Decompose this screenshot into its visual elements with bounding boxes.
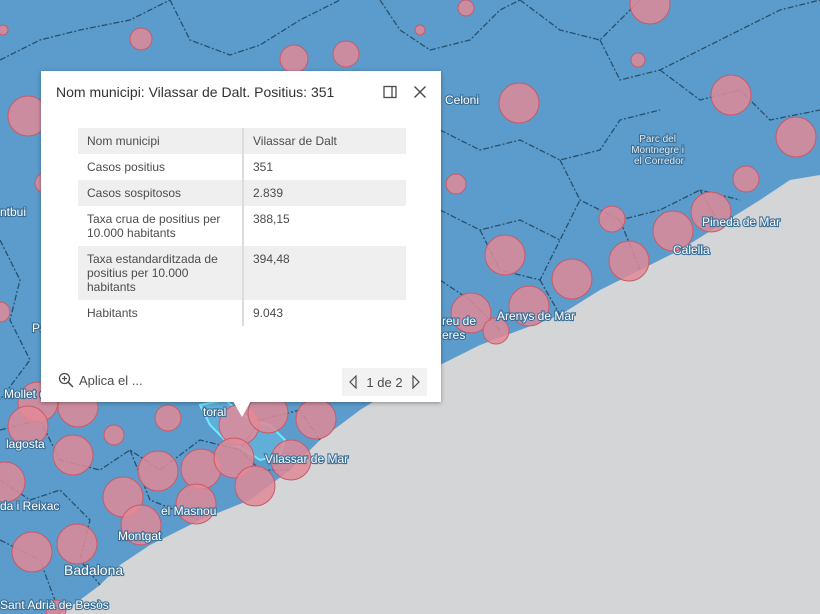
case-symbol[interactable] [508, 285, 550, 327]
close-icon [414, 86, 426, 98]
map-label: Sant Adrià de Besòs [0, 598, 109, 612]
case-symbol[interactable] [332, 40, 360, 68]
popup-pointer [233, 401, 251, 417]
case-symbol[interactable] [103, 424, 125, 446]
case-symbol[interactable] [710, 74, 752, 116]
case-symbol[interactable] [56, 523, 98, 565]
field-value: 2.839 [243, 180, 406, 206]
case-symbol[interactable] [598, 205, 626, 233]
table-row: Habitants 9.043 [78, 300, 406, 326]
map-label: Pineda de Mar [702, 215, 780, 229]
field-value: Vilassar de Dalt [243, 128, 406, 154]
case-symbol[interactable] [498, 82, 540, 124]
field-label: Taxa estandarditzada de positius per 10.… [78, 246, 244, 300]
map-label: toral [203, 405, 226, 419]
case-symbol[interactable] [608, 240, 650, 282]
field-value: 394,48 [243, 246, 406, 300]
map-label: Vilassar de Mar [265, 452, 348, 466]
case-symbol[interactable] [414, 24, 426, 36]
case-symbol[interactable] [154, 404, 182, 432]
close-button[interactable] [410, 82, 430, 102]
map-label: Parc del Montnegre i el Corredor [631, 134, 687, 167]
case-symbol[interactable] [732, 165, 760, 193]
dock-icon [383, 85, 397, 99]
case-symbol[interactable] [7, 405, 49, 447]
map-label: el Masnou [161, 504, 216, 518]
map-label: Montgat [118, 529, 162, 543]
dock-button[interactable] [380, 82, 400, 102]
feature-pager: 1 de 2 [342, 368, 427, 396]
case-symbol[interactable] [652, 210, 694, 252]
case-symbol[interactable] [450, 292, 492, 334]
case-symbol[interactable] [775, 116, 817, 158]
case-symbol[interactable] [0, 24, 9, 36]
case-symbol[interactable] [630, 52, 646, 68]
attribute-table: Nom municipi Vilassar de Dalt Casos posi… [78, 128, 406, 326]
field-label: Taxa crua de positius per 10.000 habitan… [78, 206, 244, 246]
next-feature-button[interactable] [411, 375, 421, 389]
case-symbol[interactable] [445, 173, 467, 195]
case-symbol[interactable] [279, 44, 309, 74]
triangle-right-icon [412, 375, 420, 389]
case-symbol[interactable] [234, 465, 276, 507]
case-symbol[interactable] [270, 439, 312, 481]
table-row: Taxa estandarditzada de positius per 10.… [78, 246, 406, 300]
case-symbol[interactable] [129, 27, 153, 51]
zoom-action-label: Aplica el ... [79, 372, 143, 388]
case-symbol[interactable] [120, 504, 162, 546]
table-row: Taxa crua de positius per 10.000 habitan… [78, 206, 406, 246]
table-row: Casos sospitosos 2.839 [78, 180, 406, 206]
case-symbol[interactable] [629, 0, 671, 25]
case-symbol[interactable] [52, 434, 94, 476]
map-label: Mollet d [4, 387, 46, 401]
case-symbol[interactable] [45, 599, 67, 614]
case-symbol[interactable] [295, 398, 337, 440]
case-symbol[interactable] [690, 191, 732, 233]
feature-popup: Nom municipi: Vilassar de Dalt. Positius… [41, 71, 441, 402]
map-label: Calella [673, 243, 710, 257]
map-label: Arenys de Mar [497, 309, 575, 323]
zoom-in-icon [58, 372, 74, 388]
case-symbol[interactable] [0, 461, 26, 503]
pager-text: 1 de 2 [366, 374, 403, 390]
table-row: Casos positius 351 [78, 154, 406, 180]
map-label: eres [442, 328, 465, 342]
field-label: Casos positius [78, 154, 244, 180]
case-symbol[interactable] [11, 531, 53, 573]
map-label: Badalona [64, 562, 123, 578]
case-symbol[interactable] [457, 0, 475, 17]
previous-feature-button[interactable] [348, 375, 358, 389]
case-symbol[interactable] [482, 317, 510, 345]
field-label: Habitants [78, 300, 244, 326]
field-label: Nom municipi [78, 128, 244, 154]
map-label: Celoni [445, 93, 479, 107]
map-label: reu de [442, 314, 476, 328]
map-label: lagosta [6, 437, 45, 451]
map-label: ntbui [0, 205, 26, 219]
table-row: Nom municipi Vilassar de Dalt [78, 128, 406, 154]
case-symbol[interactable] [213, 437, 255, 479]
case-symbol[interactable] [137, 450, 179, 492]
popup-title: Nom municipi: Vilassar de Dalt. Positius… [56, 84, 335, 100]
map-labels: Celoni Parc del Montnegre i el Corredor … [0, 92, 781, 613]
case-symbol[interactable] [175, 483, 217, 525]
field-value: 9.043 [243, 300, 406, 326]
map-label: da i Reixac [0, 499, 59, 513]
case-symbol[interactable] [0, 301, 11, 323]
zoom-to-action[interactable]: Aplica el ... [58, 372, 143, 388]
field-value: 351 [243, 154, 406, 180]
case-symbol[interactable] [551, 258, 593, 300]
field-value: 388,15 [243, 206, 406, 246]
case-symbol[interactable] [484, 234, 526, 276]
triangle-left-icon [349, 375, 357, 389]
field-label: Casos sospitosos [78, 180, 244, 206]
